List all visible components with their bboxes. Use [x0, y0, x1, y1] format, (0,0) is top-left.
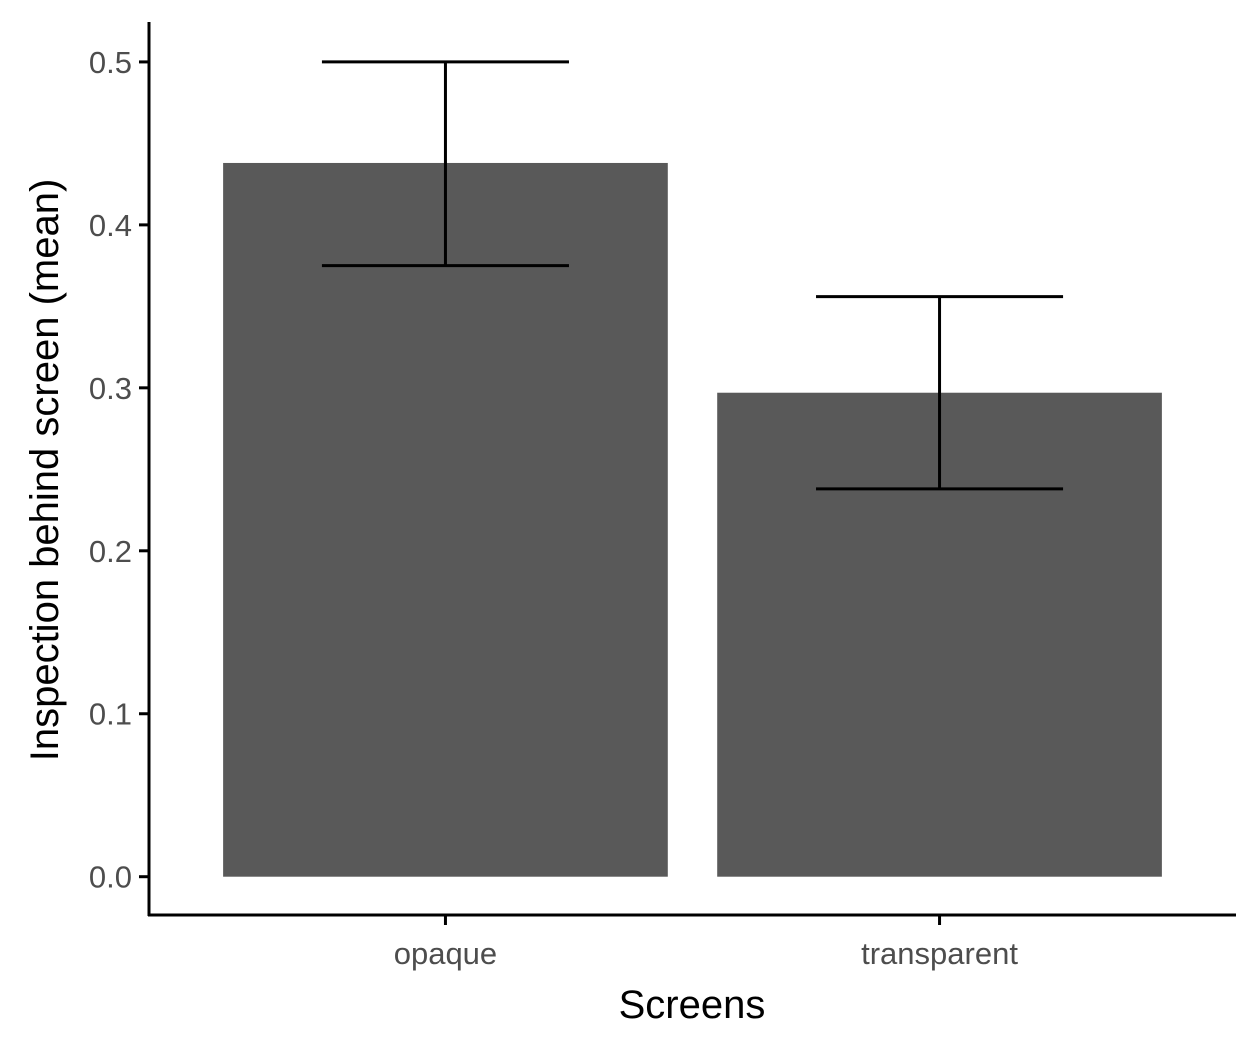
y-tick-label: 0.5 — [89, 45, 132, 80]
x-tick-label: opaque — [394, 936, 497, 971]
y-axis-ticks: 0.0 0.1 0.2 0.3 0.4 0.5 — [89, 45, 149, 895]
error-bars-layer — [321, 60, 1064, 491]
x-axis-ticks: opaque transparent — [394, 915, 1018, 971]
bars-layer — [223, 162, 1162, 877]
y-tick-label: 0.2 — [89, 534, 132, 569]
y-tick-label: 0.1 — [89, 697, 132, 732]
x-tick-label: transparent — [861, 936, 1018, 971]
bar-opaque — [223, 162, 668, 877]
error-bar-opaque — [321, 60, 569, 268]
error-bar-transparent — [816, 295, 1064, 491]
x-axis-title: Screens — [619, 983, 766, 1027]
y-tick-label: 0.0 — [89, 860, 132, 895]
y-tick-label: 0.4 — [89, 208, 132, 243]
y-tick-label: 0.3 — [89, 371, 132, 406]
y-axis-title: Inspection behind screen (mean) — [23, 179, 67, 762]
